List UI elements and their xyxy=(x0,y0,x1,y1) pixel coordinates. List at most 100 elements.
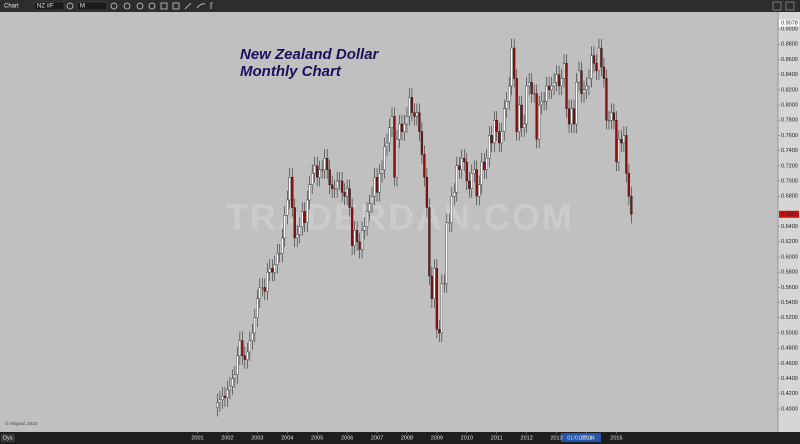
y-tick-label: 0.4800 xyxy=(781,346,798,352)
x-tick-label: 2010 xyxy=(461,435,473,441)
candle-body xyxy=(221,395,224,401)
y-tick-label: 0.7400 xyxy=(781,148,798,154)
candle-body xyxy=(552,82,556,87)
candle-body xyxy=(291,177,294,208)
candle-body xyxy=(485,158,488,170)
icon-button[interactable] xyxy=(110,2,118,10)
candle-body xyxy=(216,402,219,408)
window-button[interactable] xyxy=(785,1,795,11)
candle-body xyxy=(298,226,301,235)
range-button[interactable]: Dys xyxy=(3,435,13,441)
candle-body xyxy=(520,104,523,128)
interval-box[interactable] xyxy=(76,1,108,11)
candle-body xyxy=(533,93,536,95)
y-tick-label: 0.5200 xyxy=(781,315,798,321)
candle-body xyxy=(350,207,354,246)
x-tick-label: 2015 xyxy=(610,435,622,441)
candle-body xyxy=(473,169,476,174)
icon-button[interactable] xyxy=(136,2,144,10)
x-tick-label: 2011 xyxy=(491,435,503,441)
candle-body xyxy=(625,135,628,174)
symbol-box[interactable] xyxy=(33,1,65,11)
x-tick-label: 2014 xyxy=(580,435,592,441)
candle-body xyxy=(333,188,336,190)
candle-body xyxy=(577,70,581,83)
candle-body xyxy=(463,158,466,163)
candle-body xyxy=(360,230,364,250)
toolbar xyxy=(0,0,800,12)
candle-body xyxy=(246,351,249,360)
candle-body xyxy=(468,180,471,189)
y-tick-label: 0.7600 xyxy=(781,133,798,139)
candle-body xyxy=(348,188,351,208)
crosshair-date-box xyxy=(561,433,601,442)
candle-body xyxy=(223,395,227,398)
interval[interactable]: M xyxy=(80,4,85,10)
candle-body xyxy=(368,203,371,212)
candle-body xyxy=(572,108,576,125)
candle-body xyxy=(363,226,366,231)
candle-body xyxy=(470,173,473,189)
y-tick-label: 0.7800 xyxy=(781,118,798,124)
icon-button[interactable] xyxy=(123,2,131,10)
candle-body xyxy=(590,55,593,79)
candle-body xyxy=(455,165,458,193)
candle-body xyxy=(400,123,404,132)
candle-body xyxy=(256,298,259,318)
icon-button[interactable] xyxy=(210,2,213,9)
x-tick-label: 2002 xyxy=(221,435,233,441)
candle-body xyxy=(393,116,396,178)
toolbar-icons xyxy=(110,2,213,10)
candle-body xyxy=(450,196,453,223)
x-tick-label: 2004 xyxy=(281,435,293,441)
candle-body xyxy=(375,177,379,193)
symbol-link-icon[interactable] xyxy=(66,2,74,10)
candle-body xyxy=(483,161,486,170)
candle-body xyxy=(510,47,513,87)
icon-button[interactable] xyxy=(148,2,156,10)
candle-body xyxy=(580,70,583,94)
candle-body xyxy=(271,268,274,273)
chart-subtitle: Monthly Chart xyxy=(240,63,342,80)
candle-body xyxy=(617,139,621,163)
candle-body xyxy=(331,184,334,189)
y-tick-label: 0.4400 xyxy=(781,376,798,382)
icon-button[interactable] xyxy=(196,3,206,9)
y-tick-label: 0.8000 xyxy=(781,102,798,108)
y-tick-label: 0.7000 xyxy=(781,178,798,184)
symbol[interactable]: NZ #F xyxy=(37,4,54,10)
candle-body xyxy=(557,74,561,87)
candle-body xyxy=(233,374,237,379)
candle-body xyxy=(515,78,518,132)
candle-body xyxy=(413,112,416,117)
y-tick-label: 0.5800 xyxy=(781,270,798,276)
plot-area xyxy=(0,12,778,432)
candle-body xyxy=(261,287,264,289)
candle-body xyxy=(423,154,426,178)
chart-title: New Zealand Dollar xyxy=(240,46,380,63)
window-button[interactable] xyxy=(772,1,782,11)
candle-body xyxy=(445,222,448,284)
range-button-box[interactable] xyxy=(1,434,15,442)
candle-body xyxy=(281,237,284,254)
candle-body xyxy=(443,283,446,285)
candle-body xyxy=(395,139,399,178)
candle-body xyxy=(600,47,603,68)
icon-button[interactable] xyxy=(160,2,168,10)
icon-button[interactable] xyxy=(172,2,180,10)
candle-body xyxy=(575,82,578,125)
candle-body xyxy=(595,63,598,71)
y-tick-label: 0.8200 xyxy=(781,87,798,93)
icon-button[interactable] xyxy=(184,2,192,10)
price-marker-label: 0.6562 xyxy=(781,212,798,218)
candle-body xyxy=(243,355,246,360)
candle-body xyxy=(313,165,316,174)
watermark: TRADERDAN.COM xyxy=(226,197,574,238)
candle-body xyxy=(338,180,341,182)
candle-body xyxy=(301,211,304,227)
candle-body xyxy=(430,275,434,299)
candle-body xyxy=(622,135,626,144)
candle-body xyxy=(465,161,468,182)
candle-body xyxy=(478,184,481,197)
copyright: © eSignal, 2015 xyxy=(5,420,38,426)
